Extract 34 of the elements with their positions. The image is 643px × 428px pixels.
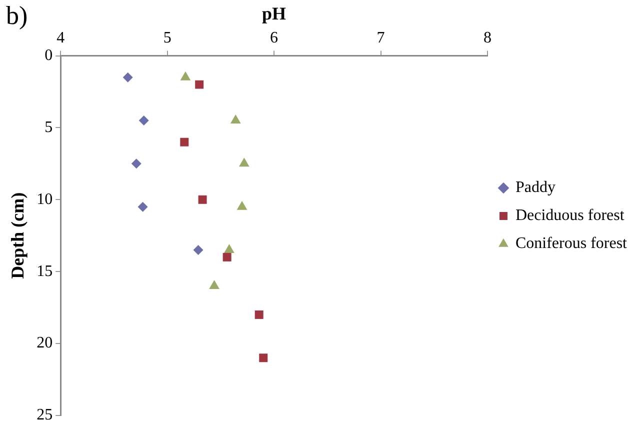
point [209,280,220,289]
x-tick-label: 6 [270,29,278,46]
point [180,71,191,80]
point [138,202,148,212]
point [138,116,149,126]
legend-label: Deciduous forest [515,207,625,224]
y-tick-label: 5 [44,118,53,136]
x-axis-title: pH [262,3,286,24]
x-tick-label: 8 [483,29,492,46]
point [254,310,264,319]
point [180,138,189,146]
x-tick-label: 5 [163,29,172,46]
point [131,158,142,169]
point [193,244,204,255]
point [122,72,133,82]
y-tick-label: 0 [44,47,53,64]
y-axis-title: Depth (cm) [7,192,28,279]
point [195,80,204,89]
text: b) [6,0,28,30]
point [198,195,207,204]
point [238,158,250,167]
point [259,354,268,362]
point [224,244,234,253]
legend-label: Coniferous forest [515,235,628,252]
y-tick-label: 10 [36,190,53,208]
legend-label: Paddy [515,179,556,196]
point [236,200,248,210]
point [230,114,241,124]
x-tick-label: 7 [376,29,385,46]
y-tick-label: 15 [36,262,53,280]
x-tick-label: 4 [56,29,65,46]
y-tick-label: 25 [36,406,53,424]
point [222,252,232,262]
y-tick-label: 20 [36,334,53,352]
